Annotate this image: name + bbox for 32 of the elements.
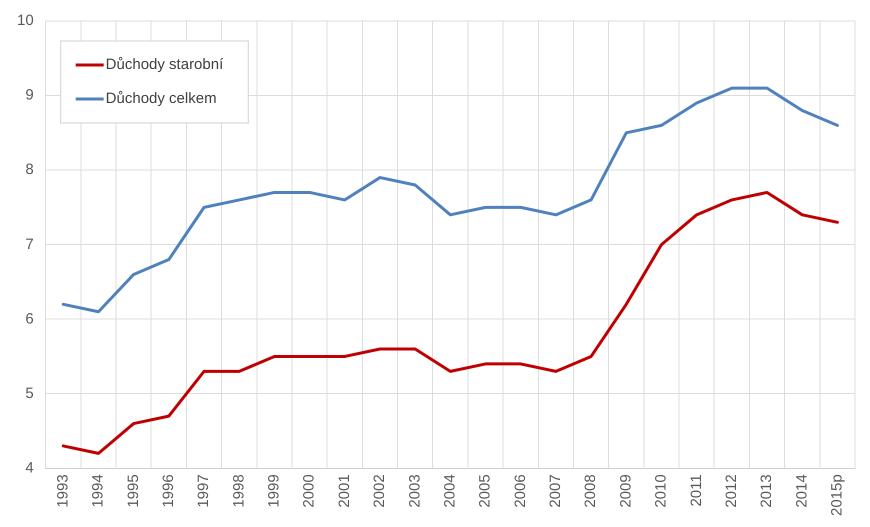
x-tick-label: 2002 bbox=[371, 474, 388, 508]
x-tick-label: 2010 bbox=[652, 474, 670, 508]
legend-label: Důchody starobní bbox=[106, 56, 224, 74]
y-tick-label: 6 bbox=[25, 310, 34, 328]
x-tick-label: 1998 bbox=[230, 474, 248, 508]
y-tick-label: 4 bbox=[25, 459, 34, 476]
x-tick-label: 1994 bbox=[90, 474, 107, 508]
x-tick-label: 1996 bbox=[160, 474, 177, 508]
x-tick-label: 1995 bbox=[124, 474, 142, 508]
y-tick-label: 9 bbox=[25, 86, 34, 104]
y-tick-label: 7 bbox=[25, 236, 34, 253]
x-tick-label: 2000 bbox=[300, 474, 318, 508]
x-tick-label: 1997 bbox=[195, 474, 212, 508]
y-tick-label: 8 bbox=[25, 161, 34, 178]
x-tick-label: 2001 bbox=[336, 474, 353, 508]
x-tick-label: 2013 bbox=[758, 474, 776, 508]
x-tick-label: 2011 bbox=[688, 474, 705, 507]
x-tick-label: 2008 bbox=[582, 474, 600, 508]
legend-label: Důchody celkem bbox=[106, 90, 217, 108]
x-tick-label: 2006 bbox=[512, 474, 529, 508]
x-tick-label: 2009 bbox=[617, 474, 634, 508]
y-tick-label: 5 bbox=[25, 384, 34, 402]
x-tick-label: 2012 bbox=[722, 474, 740, 508]
x-tick-label: 2014 bbox=[793, 474, 810, 508]
y-tick-label: 10 bbox=[16, 12, 34, 30]
x-tick-label: 2005 bbox=[476, 474, 494, 508]
x-tick-label: 2004 bbox=[441, 474, 458, 508]
x-tick-label: 2003 bbox=[406, 474, 424, 508]
x-tick-label: 1999 bbox=[266, 474, 283, 508]
x-tick-label: 1993 bbox=[54, 474, 72, 508]
x-tick-label: 2007 bbox=[547, 474, 564, 508]
x-tick-label: 2015p bbox=[828, 474, 846, 516]
